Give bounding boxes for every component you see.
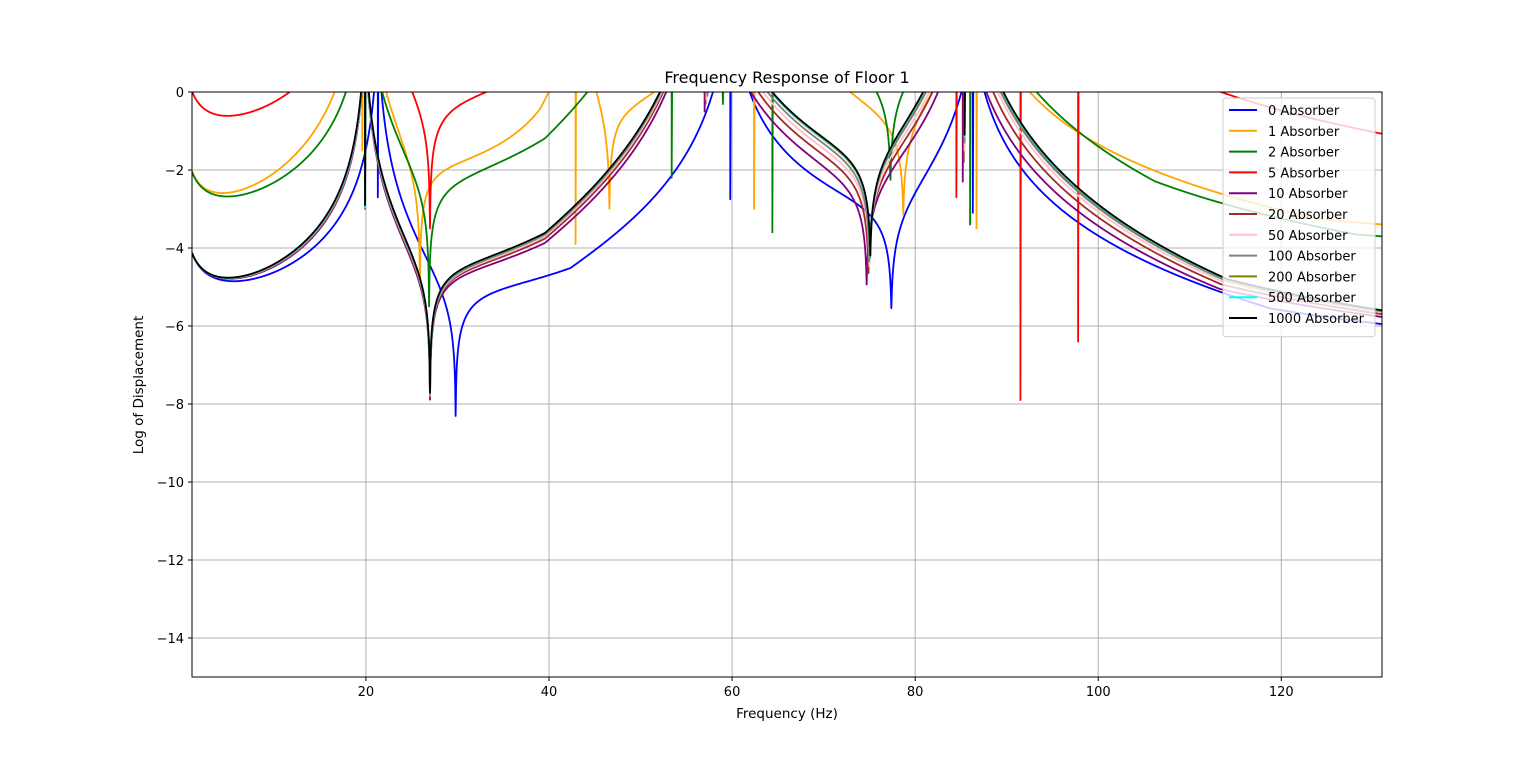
- y-axis-label: Log of Displacement: [131, 316, 147, 455]
- series-lines: [192, 92, 1382, 417]
- x-tick-label-1: 40: [541, 685, 558, 700]
- plot-frame: [191, 91, 1383, 678]
- y-tick-label-4: −8: [165, 398, 184, 413]
- legend-label-2: 2 Absorber: [1268, 146, 1340, 161]
- legend-label-1: 1 Absorber: [1268, 125, 1340, 140]
- legend-label-5: 20 Absorber: [1268, 208, 1348, 223]
- x-tick-label-4: 100: [1086, 685, 1111, 700]
- y-tick-label-7: −14: [157, 632, 184, 647]
- x-axis-label: Frequency (Hz): [736, 706, 838, 722]
- axis-ticks: 20 40 60 80 100 120 0 −2 −4 −6 −8 −10 −12 −14: [157, 86, 1294, 700]
- x-tick-label-2: 60: [724, 685, 741, 700]
- series-line-0: [192, 92, 1382, 417]
- legend-label-9: 500 Absorber: [1268, 291, 1356, 306]
- x-tick-label-0: 20: [358, 685, 375, 700]
- y-tick-label-1: −2: [165, 164, 184, 179]
- series-line-1: [192, 92, 1382, 288]
- legend-label-10: 1000 Absorber: [1268, 312, 1365, 327]
- x-tick-label-3: 80: [907, 685, 924, 700]
- series-line-10: [192, 92, 1382, 394]
- x-tick-label-5: 120: [1269, 685, 1294, 700]
- series-line-2: [192, 92, 1382, 308]
- legend-box: [1222, 97, 1376, 338]
- legend-label-7: 100 Absorber: [1268, 250, 1356, 265]
- y-tick-label-2: −4: [165, 242, 184, 257]
- legend-label-0: 0 Absorber: [1268, 104, 1340, 119]
- y-tick-label-0: 0: [176, 86, 184, 101]
- legend-label-4: 10 Absorber: [1268, 187, 1348, 202]
- chart-title: Frequency Response of Floor 1: [664, 68, 909, 87]
- legend-label-3: 5 Absorber: [1268, 166, 1340, 181]
- legend-label-8: 200 Absorber: [1268, 270, 1356, 285]
- y-tick-label-5: −10: [157, 476, 184, 491]
- y-tick-label-3: −6: [165, 320, 184, 335]
- legend: 0 Absorber 1 Absorber 2 Absorber 5 Absorber…: [1222, 97, 1376, 338]
- y-tick-label-6: −12: [157, 554, 184, 569]
- legend-label-6: 50 Absorber: [1268, 229, 1348, 244]
